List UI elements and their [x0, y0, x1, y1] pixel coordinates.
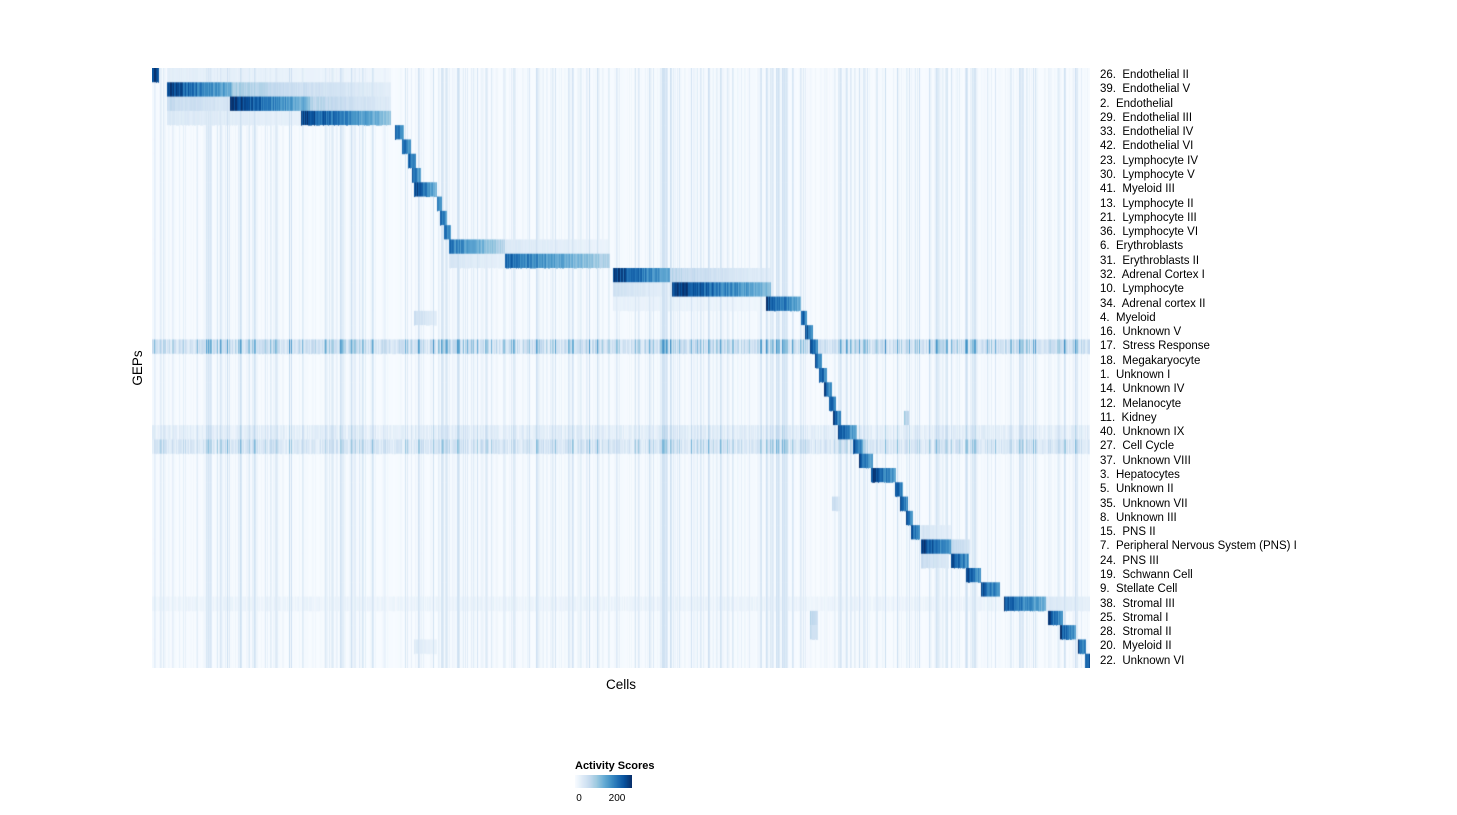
gep-row-label: 18. Megakaryocyte: [1100, 354, 1201, 367]
gep-row-label: 4. Myeloid: [1100, 311, 1156, 324]
gep-row-label: 11. Kidney: [1100, 411, 1157, 424]
gep-row-label: 13. Lymphocyte II: [1100, 197, 1194, 210]
x-axis-label: Cells: [605, 677, 636, 692]
gep-row-label: 42. Endothelial VI: [1100, 140, 1194, 153]
gep-row-label: 5. Unknown II: [1100, 483, 1174, 496]
gep-row-label: 25. Stromal I: [1100, 611, 1169, 624]
gep-row-label: 32. Adrenal Cortex I: [1100, 269, 1205, 281]
gep-row-label: 33. Endothelial IV: [1100, 126, 1194, 139]
gep-row-label: 40. Unknown IX: [1100, 426, 1185, 439]
legend-tick-min: 0: [576, 793, 582, 804]
legend-tick-max: 200: [608, 793, 626, 804]
gep-row-label: 41. Myeloid III: [1100, 183, 1175, 196]
gep-row-label: 15. PNS II: [1100, 526, 1156, 539]
gep-row-label: 39. Endothelial V: [1100, 83, 1191, 96]
heatmap-canvas: [152, 68, 1090, 668]
gep-row-labels: 26. Endothelial II 39. Endothelial V 2. En…: [1100, 68, 1456, 668]
gep-row-label: 14. Unknown IV: [1100, 383, 1185, 396]
gep-row-label: 3. Hepatocytes: [1100, 469, 1180, 481]
gep-row-label: 19. Schwann Cell: [1100, 569, 1193, 581]
gep-row-label: 8. Unknown III: [1100, 511, 1177, 524]
gep-row-label: 24. PNS III: [1100, 554, 1159, 567]
gep-row-label: 12. Melanocyte: [1100, 397, 1182, 410]
gep-row-label: 29. Endothelial III: [1100, 111, 1193, 124]
gep-row-label: 23. Lymphocyte IV: [1100, 154, 1199, 167]
gep-row-label: 2. Endothelial: [1100, 97, 1173, 110]
gep-row-label: 30. Lymphocyte V: [1100, 169, 1195, 181]
gep-row-label: 17. Stress Response: [1100, 340, 1210, 353]
gep-row-label: 36. Lymphocyte VI: [1100, 226, 1199, 239]
gep-row-label: 7. Peripheral Nervous System (PNS) I: [1100, 540, 1297, 553]
gep-row-label: 21. Lymphocyte III: [1100, 211, 1197, 224]
legend-gradient: [575, 775, 632, 788]
gep-row-label: 16. Unknown V: [1100, 326, 1182, 339]
gep-row-label: 27. Cell Cycle: [1100, 440, 1175, 453]
gep-row-label: 26. Endothelial II: [1100, 69, 1189, 81]
y-axis-label: GEPs: [130, 350, 145, 386]
gep-row-label: 22. Unknown VI: [1100, 654, 1185, 667]
gep-row-label: 37. Unknown VIII: [1100, 454, 1191, 467]
gep-row-label: 10. Lymphocyte: [1100, 283, 1184, 296]
activity-scores-legend: Activity Scores 0 200: [575, 760, 695, 810]
heatmap: [152, 68, 1090, 668]
gep-row-label: 28. Stromal II: [1100, 626, 1172, 639]
gep-row-label: 6. Erythroblasts: [1100, 240, 1184, 253]
gep-row-label: 9. Stellate Cell: [1100, 583, 1178, 596]
gep-row-label: 35. Unknown VII: [1100, 497, 1188, 510]
legend-title: Activity Scores: [575, 760, 655, 772]
gep-row-label: 38. Stromal III: [1100, 597, 1175, 610]
gep-row-label: 31. Erythroblasts II: [1100, 254, 1200, 267]
gep-row-label: 34. Adrenal cortex II: [1100, 297, 1206, 310]
gep-row-label: 1. Unknown I: [1100, 369, 1171, 381]
gep-row-label: 20. Myeloid II: [1100, 640, 1172, 653]
